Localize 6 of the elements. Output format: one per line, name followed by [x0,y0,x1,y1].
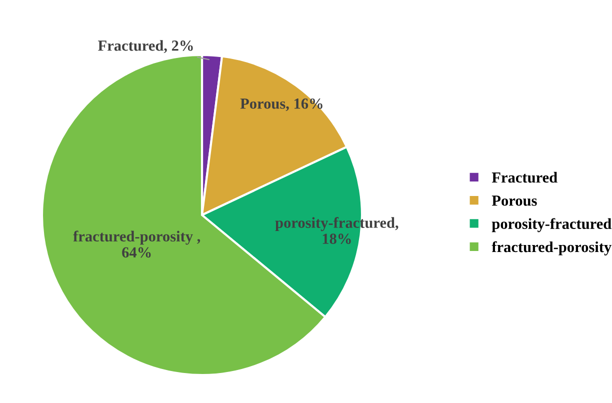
data-label: fractured-porosity , 64% [73,230,200,258]
legend-label: porosity-fractured [492,218,612,232]
legend-label: fractured-porosity [492,241,612,256]
data-label: Fractured, 2% [98,40,193,54]
legend-label: Porous [492,196,537,206]
legend-label: Fractured [492,172,558,183]
